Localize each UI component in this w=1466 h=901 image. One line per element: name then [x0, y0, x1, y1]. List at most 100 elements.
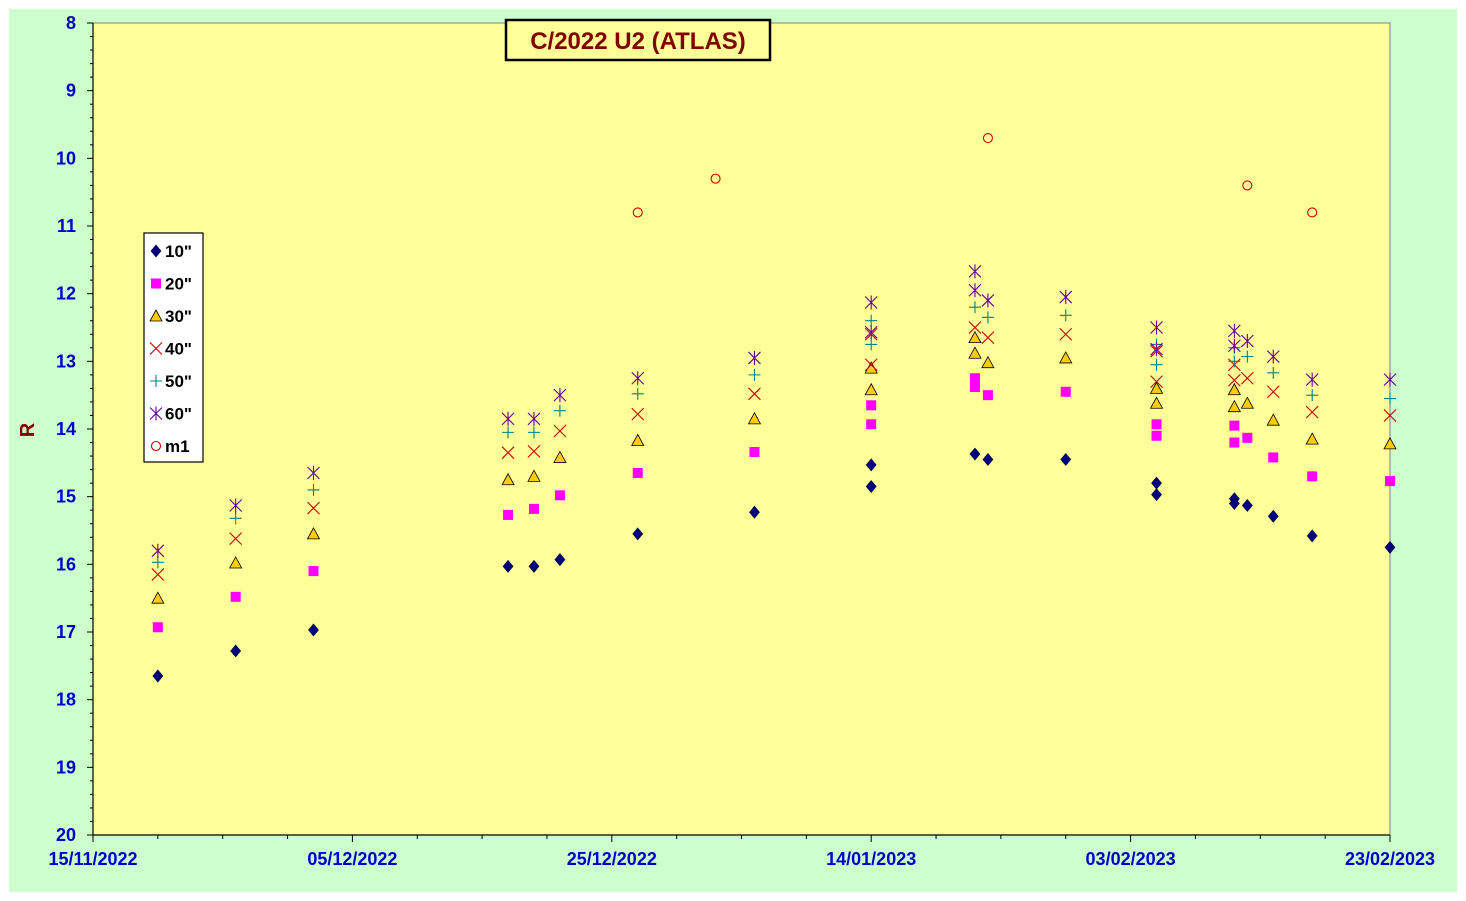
data-point: [1305, 405, 1319, 419]
data-point: [1059, 309, 1072, 322]
data-point: [1151, 488, 1162, 502]
legend-label: 60": [165, 405, 192, 424]
data-point: [554, 490, 565, 501]
x-tick-label: 25/12/2022: [567, 849, 657, 869]
data-point: [1149, 396, 1164, 409]
data-point: [151, 568, 165, 581]
data-point: [865, 458, 877, 472]
data-point: [1150, 320, 1163, 335]
data-point: [747, 412, 762, 425]
legend-marker: [149, 406, 163, 421]
data-point: [1151, 419, 1162, 430]
data-point: [1266, 385, 1280, 399]
data-point: [502, 559, 514, 573]
y-tick-label: 20: [56, 825, 76, 845]
data-point: [229, 532, 243, 546]
series-0: [152, 447, 1396, 683]
data-point: [1268, 452, 1279, 463]
legend-marker: [151, 278, 161, 289]
data-point: [307, 501, 320, 515]
data-point: [864, 295, 878, 310]
x-tick-label: 03/02/2023: [1086, 849, 1176, 869]
data-point: [1227, 382, 1242, 396]
data-point: [527, 444, 541, 458]
data-point: [865, 480, 877, 493]
data-point: [1059, 351, 1073, 364]
legend-label: m1: [165, 437, 190, 456]
y-tick-label: 12: [56, 284, 76, 304]
y-tick-label: 18: [56, 690, 76, 710]
data-point: [969, 447, 981, 461]
data-point: [553, 404, 566, 417]
data-point: [501, 472, 515, 486]
data-point: [308, 566, 319, 577]
data-point: [865, 338, 878, 351]
data-point: [981, 293, 995, 308]
y-tick-label: 8: [66, 13, 76, 33]
y-tick-label: 11: [57, 216, 76, 236]
data-point: [1228, 496, 1240, 510]
data-point: [1227, 323, 1241, 338]
data-point: [1060, 452, 1072, 466]
legend-label: 20": [165, 275, 192, 294]
legend-marker: [150, 375, 162, 387]
data-point: [982, 390, 993, 401]
x-axis-ticks: 15/11/2022 05/12/2022 25/12/2022 14/01/2023…: [48, 835, 1435, 869]
plot-area: [92, 22, 1391, 836]
data-point: [1227, 399, 1242, 413]
data-point: [1305, 372, 1319, 387]
data-point: [1059, 290, 1073, 305]
data-point: [501, 411, 515, 426]
data-point: [527, 426, 540, 439]
data-point: [1059, 327, 1073, 341]
data-point: [1242, 432, 1253, 443]
data-point: [749, 447, 760, 458]
data-point: [554, 553, 566, 567]
data-point: [864, 382, 878, 396]
data-point: [864, 358, 878, 372]
data-point: [553, 450, 567, 463]
data-point: [710, 173, 721, 184]
data-point: [631, 387, 644, 400]
data-point: [1384, 392, 1396, 405]
data-point: [229, 512, 242, 525]
data-point: [1150, 358, 1163, 371]
data-point: [1307, 207, 1318, 218]
y-tick-label: 19: [56, 757, 76, 777]
data-point: [1228, 355, 1241, 368]
data-point: [1150, 375, 1163, 389]
data-point: [1266, 349, 1280, 364]
data-point: [553, 424, 567, 438]
data-point: [1267, 509, 1279, 523]
data-point: [1383, 409, 1397, 422]
data-point: [631, 433, 645, 446]
data-points: [151, 132, 1397, 683]
data-point: [749, 505, 760, 519]
data-point: [1149, 381, 1164, 394]
data-point: [1384, 540, 1396, 554]
data-point: [1306, 529, 1318, 543]
data-point: [152, 622, 163, 633]
data-point: [1229, 437, 1240, 448]
data-point: [151, 543, 165, 558]
data-point: [307, 465, 320, 480]
y-tick-label: 17: [56, 622, 76, 642]
data-point: [864, 325, 878, 340]
x-tick-label: 15/11/2022: [48, 849, 137, 869]
x-tick-label: 23/02/2023: [1345, 849, 1435, 869]
data-point: [501, 446, 515, 460]
data-point: [527, 411, 541, 426]
legend-label: 50": [165, 372, 192, 391]
series-2: [151, 330, 1397, 604]
y-tick-label: 13: [56, 351, 76, 371]
data-point: [308, 623, 319, 637]
legend-label: 30": [165, 307, 192, 326]
data-point: [228, 556, 243, 569]
data-point: [969, 373, 980, 384]
chart-title-box: [504, 18, 772, 62]
data-point: [632, 207, 643, 218]
data-point: [1383, 372, 1397, 387]
y-tick-label: 10: [56, 148, 76, 168]
data-point: [1383, 437, 1397, 450]
